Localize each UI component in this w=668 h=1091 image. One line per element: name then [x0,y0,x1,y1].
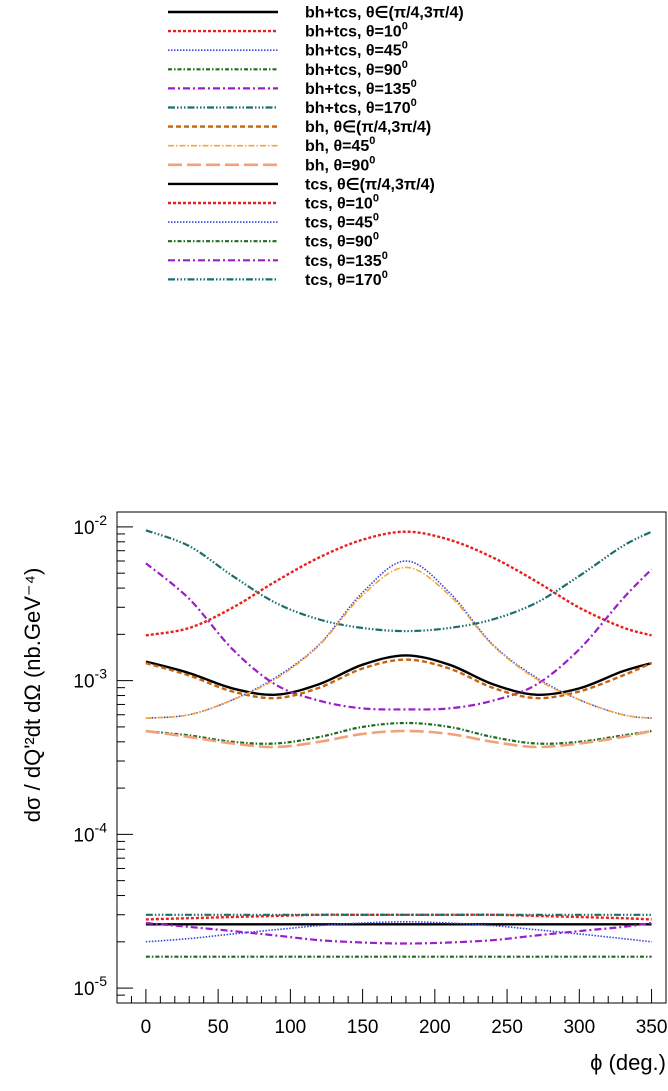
legend-entry: tcs, θ=450 [168,212,379,232]
legend-label: bh+tcs, θ∈(π/4,3π/4) [305,5,464,22]
legend-entry: tcs, θ=100 [168,193,379,213]
legend-entry: bh+tcs, θ=1700 [168,97,417,117]
series-line-8 [145,566,652,719]
legend-label: bh+tcs, θ=900 [305,59,408,79]
legend-label: tcs, θ=100 [305,193,379,213]
plot-border [116,511,667,1004]
legend: bh+tcs, θ∈(π/4,3π/4)bh+tcs, θ=100bh+tcs,… [168,5,464,289]
series-line-14 [145,921,652,945]
x-tick-label: 0 [141,1017,152,1038]
series-line-12 [145,920,652,943]
series-line-3 [145,560,652,719]
legend-entry: tcs, θ∈(π/4,3π/4) [168,176,435,193]
plot-frame [116,511,667,1004]
legend-entry: bh+tcs, θ=100 [168,21,408,41]
legend-label: bh+tcs, θ=450 [305,40,408,60]
legend-label: bh, θ=450 [305,135,375,155]
legend-label: bh, θ∈(π/4,3π/4) [305,119,431,136]
legend-label: bh+tcs, θ=1700 [305,97,417,117]
legend-entry: bh+tcs, θ=450 [168,40,408,60]
y-axis-label: dσ / dQ'²dt dΩ (nb.GeV⁻⁴) [20,568,45,823]
x-tick-label: 200 [419,1017,451,1038]
x-tick-label: 350 [636,1017,668,1038]
x-tick-label: 100 [275,1017,307,1038]
x-tick-label: 150 [347,1017,379,1038]
legend-label: tcs, θ=450 [305,212,379,232]
series-line-2 [145,530,652,637]
legend-label: tcs, θ∈(π/4,3π/4) [305,176,435,193]
series-line-6 [145,529,653,633]
y-tick-label: 10-5 [73,973,107,1000]
legend-label: tcs, θ=900 [305,231,379,251]
legend-entry: tcs, θ=1700 [168,269,388,289]
legend-entry: bh+tcs, θ=1350 [168,78,417,98]
legend-entry: bh+tcs, θ=900 [168,59,408,79]
series-line-7 [145,658,653,700]
series-line-9 [145,729,652,749]
series-line-4 [145,721,652,745]
legend-label: bh+tcs, θ=1350 [305,78,417,98]
plot-curves [145,529,653,958]
legend-entry: bh, θ=900 [168,154,375,174]
legend-label: bh, θ=900 [305,154,375,174]
legend-label: bh+tcs, θ=100 [305,21,408,41]
legend-entry: bh, θ∈(π/4,3π/4) [168,119,431,136]
axes: 0 50 100 150 200 250 300 350 10-5 10-4 10-3 10-2 [73,512,667,1038]
legend-entry: tcs, θ=900 [168,231,379,251]
y-tick-label: 10-4 [73,819,107,846]
y-tick-label: 10-2 [73,512,107,539]
legend-label: tcs, θ=1700 [305,269,388,289]
x-tick-label: 50 [208,1017,229,1038]
legend-entry: bh+tcs, θ∈(π/4,3π/4) [168,5,464,22]
legend-entry: bh, θ=450 [168,135,375,155]
series-line-1 [145,654,652,696]
y-tick-label: 10-3 [73,666,107,693]
legend-entry: tcs, θ=1350 [168,250,388,270]
x-axis-label: ϕ (deg.) [590,1050,666,1075]
x-tick-label: 250 [491,1017,523,1038]
x-tick-label: 300 [563,1017,595,1038]
series-line-5 [145,562,653,711]
legend-label: tcs, θ=1350 [305,250,388,270]
